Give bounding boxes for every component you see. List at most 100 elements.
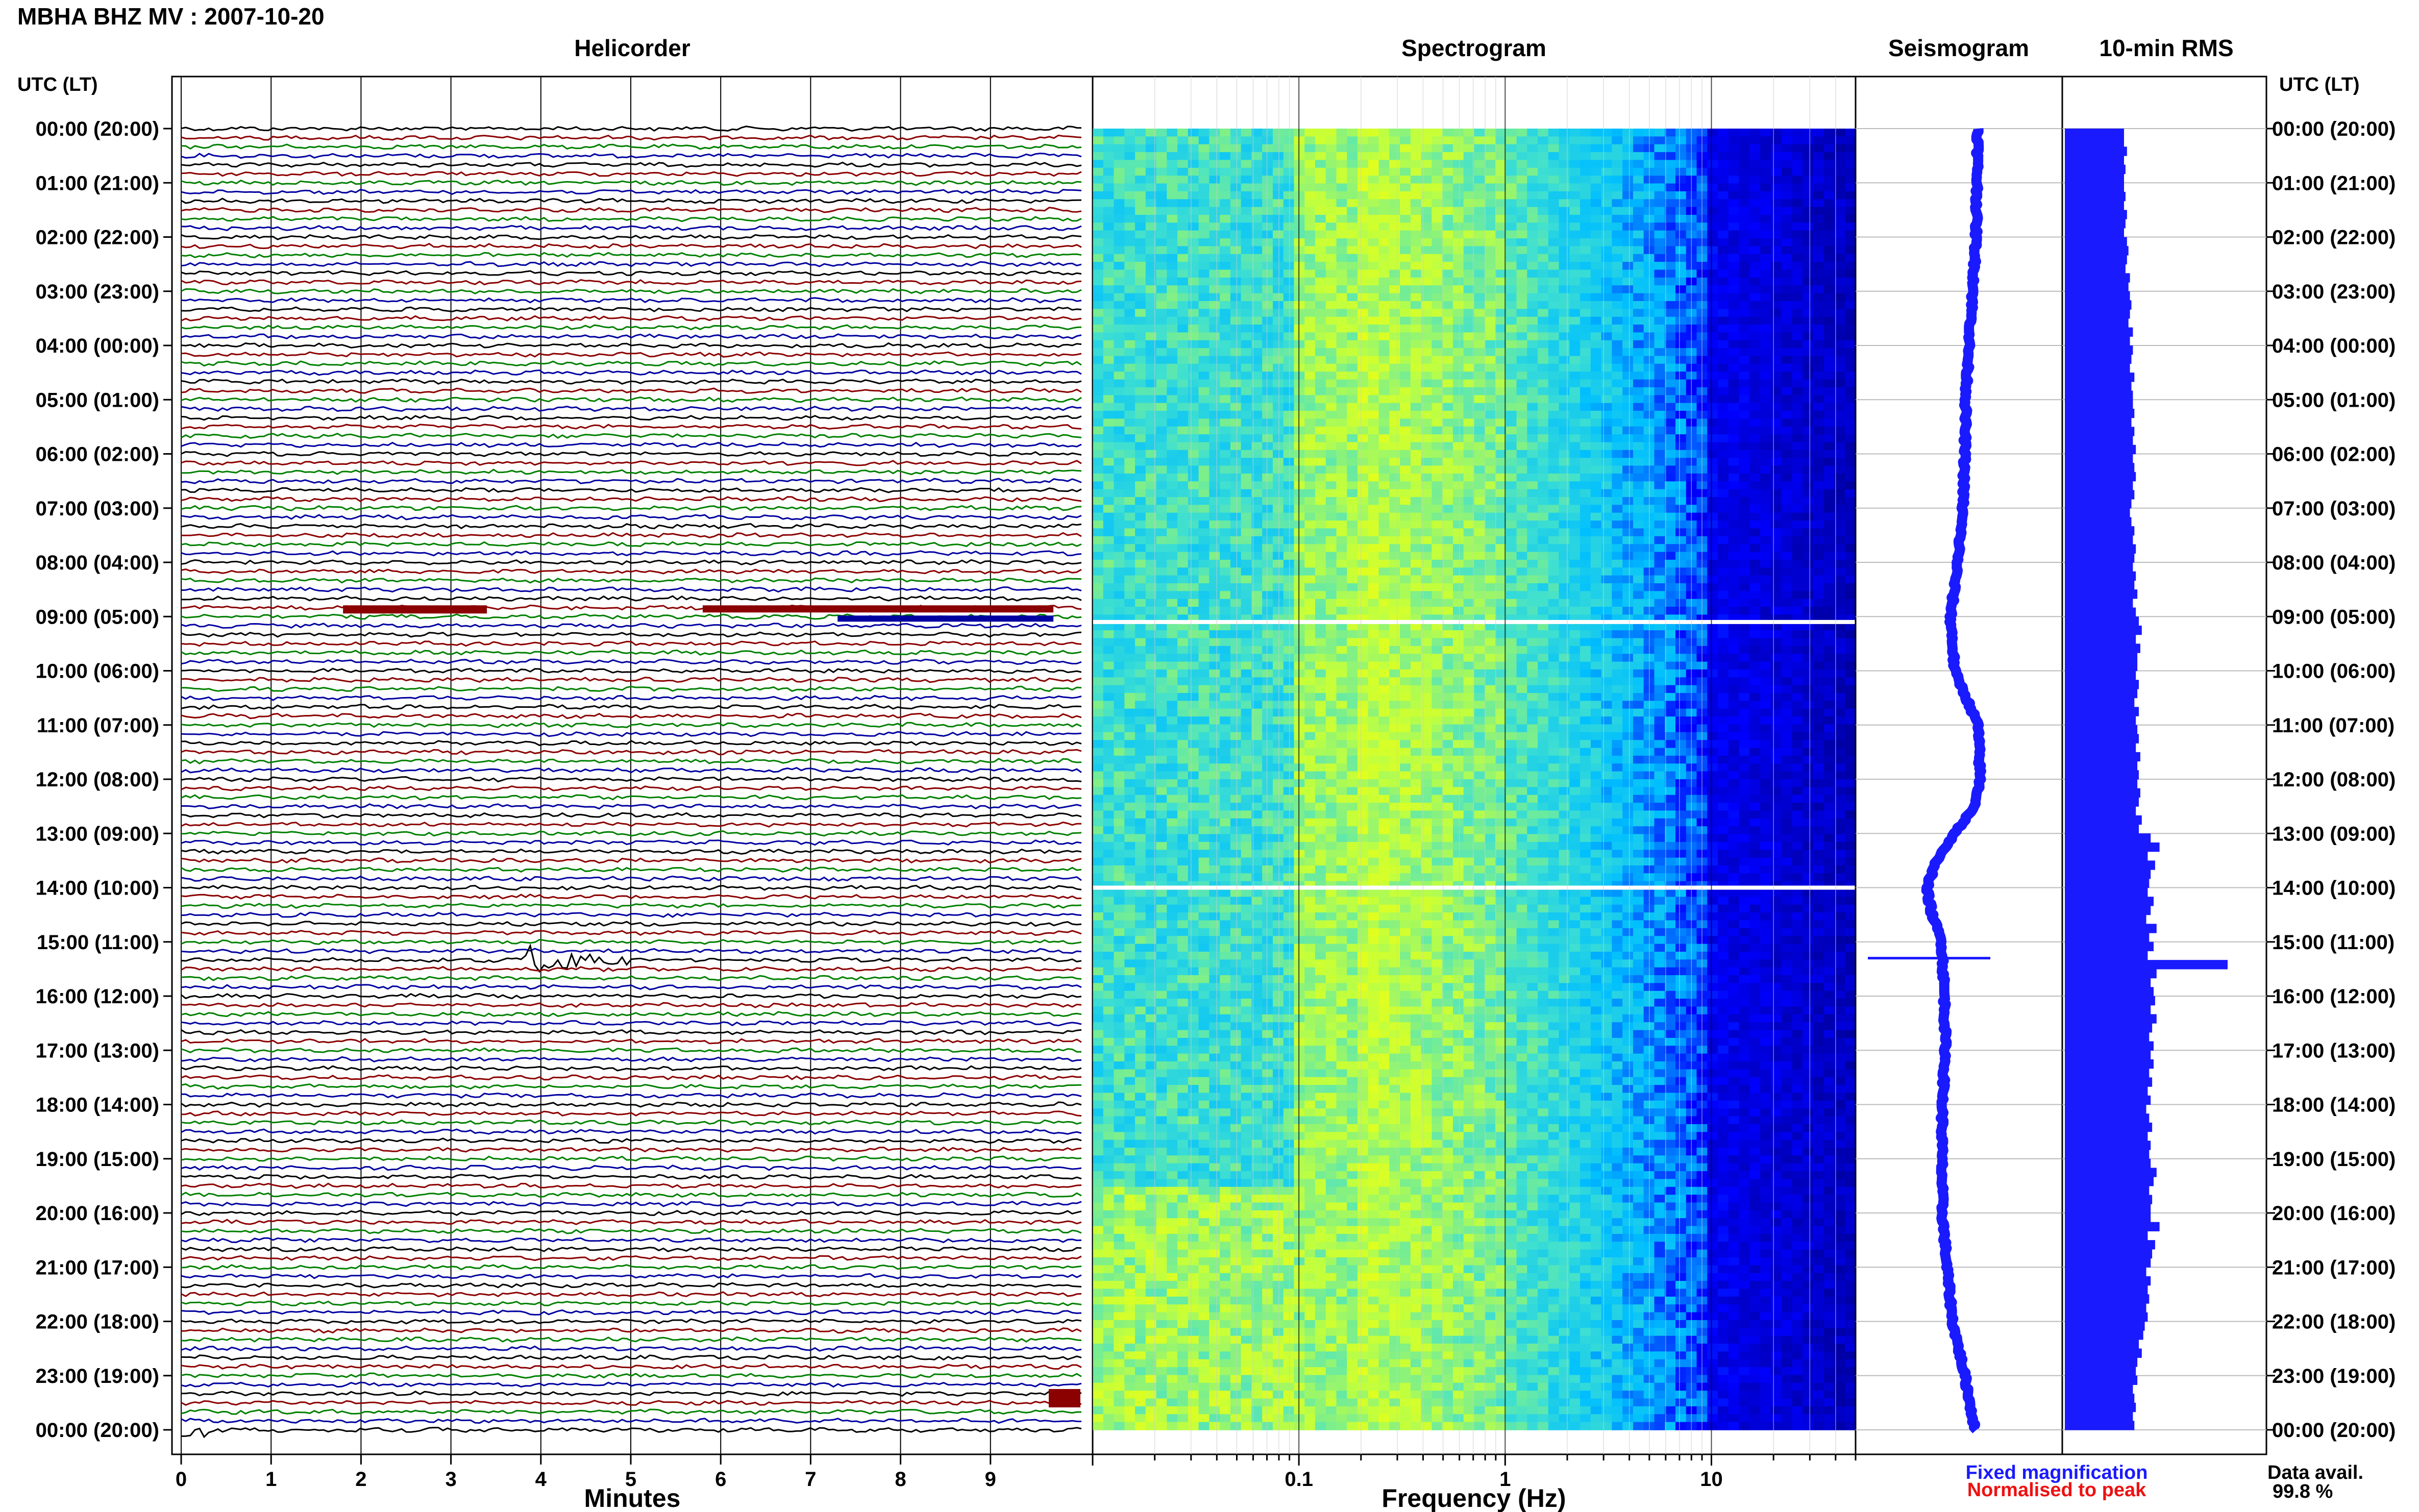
spectrogram-cell [1294, 325, 1305, 333]
spectrogram-cell [1368, 426, 1379, 435]
spectrogram-cell [1527, 207, 1538, 215]
spectrogram-cell [1654, 411, 1666, 419]
spectrogram-cell [1538, 520, 1549, 529]
spectrogram-cell [1495, 434, 1507, 443]
spectrogram-cell [1495, 316, 1507, 325]
spectrogram-cell [1474, 567, 1486, 576]
spectrogram-cell [1400, 167, 1411, 176]
spectrogram-cell [1569, 183, 1581, 192]
spectrogram-cell [1707, 285, 1718, 294]
spectrogram-cell [1156, 418, 1168, 427]
spectrogram-cell [1209, 356, 1220, 364]
spectrogram-cell [1135, 607, 1146, 615]
spectrogram-cell [1389, 238, 1400, 247]
spectrogram-cell [1156, 426, 1168, 435]
spectrogram-cell [1251, 176, 1263, 184]
spectrogram-cell [1739, 160, 1750, 168]
spectrogram-cell [1845, 528, 1856, 537]
spectrogram-cell [1389, 544, 1400, 553]
spectrogram-cell [1262, 325, 1273, 333]
spectrogram-cell [1241, 309, 1252, 317]
spectrogram-cell [1421, 356, 1433, 364]
spectrogram-cell [1167, 285, 1178, 294]
spectrogram-cell [1803, 505, 1814, 513]
spectrogram-cell [1230, 191, 1242, 200]
spectrogram-cell [1813, 450, 1824, 458]
spectrogram-cell [1357, 371, 1369, 380]
spectrogram-cell [1230, 348, 1242, 357]
spectrogram-cell [1516, 395, 1528, 404]
spectrogram-cell [1739, 505, 1750, 513]
spectrogram-cell [1400, 630, 1411, 639]
spectrogram-cell [1220, 575, 1231, 584]
spectrogram-cell [1421, 152, 1433, 161]
spectrogram-cell [1368, 152, 1379, 161]
spectrogram-cell [1612, 371, 1623, 380]
spectrogram-cell [1198, 622, 1210, 631]
spectrogram-cell [1792, 544, 1803, 553]
spectrogram-cell [1538, 387, 1549, 396]
spectrogram-cell [1336, 638, 1348, 647]
spectrogram-cell [1590, 379, 1602, 388]
spectrogram-cell [1315, 458, 1326, 466]
spectrogram-cell [1400, 348, 1411, 357]
spectrogram-cell [1294, 129, 1305, 137]
spectrogram-cell [1590, 269, 1602, 278]
spectrogram-cell [1548, 215, 1560, 224]
spectrogram-cell [1823, 411, 1835, 419]
spectrogram-cell [1601, 238, 1613, 247]
spectrogram-cell [1707, 442, 1718, 451]
spectrogram-cell [1410, 285, 1422, 294]
spectrogram-cell [1198, 418, 1210, 427]
spectrogram-cell [1336, 199, 1348, 208]
helicorder-trace [181, 1237, 1082, 1244]
spectrogram-cell [1135, 426, 1146, 435]
spectrogram-cell [1145, 544, 1157, 553]
spectrogram-cell [1675, 160, 1687, 168]
spectrogram-cell [1654, 622, 1666, 631]
spectrogram-cell [1538, 489, 1549, 498]
spectrogram-cell [1103, 559, 1115, 568]
spectrogram-cell [1145, 285, 1157, 294]
spectrogram-cell [1728, 411, 1740, 419]
spectrogram-cell [1145, 215, 1157, 224]
spectrogram-cell [1760, 152, 1771, 161]
spectrogram-cell [1230, 269, 1242, 278]
spectrogram-cell [1569, 152, 1581, 161]
spectrogram-cell [1580, 246, 1591, 255]
spectrogram-cell [1114, 599, 1125, 607]
spectrogram-cell [1114, 262, 1125, 270]
spectrogram-cell [1442, 622, 1453, 631]
helicorder-trace [181, 487, 1082, 493]
spectrogram-cell [1845, 340, 1856, 349]
spectrogram-cell [1718, 325, 1729, 333]
spectrogram-cell [1760, 238, 1771, 247]
spectrogram-cell [1548, 583, 1560, 592]
spectrogram-cell [1442, 363, 1453, 372]
spectrogram-cell [1378, 528, 1390, 537]
spectrogram-cell [1188, 356, 1199, 364]
spectrogram-cell [1516, 262, 1528, 270]
spectrogram-cell [1474, 160, 1486, 168]
spectrogram-cell [1612, 277, 1623, 286]
spectrogram-cell [1251, 363, 1263, 372]
spectrogram-cell [1718, 285, 1729, 294]
spectrogram-cell [1230, 607, 1242, 615]
spectrogram-cell [1336, 293, 1348, 302]
spectrogram-cell [1378, 309, 1390, 317]
spectrogram-cell [1145, 129, 1157, 137]
spectrogram-cell [1527, 528, 1538, 537]
spectrogram-cell [1781, 301, 1793, 310]
spectrogram-cell [1336, 387, 1348, 396]
spectrogram-cell [1103, 356, 1115, 364]
spectrogram-cell [1156, 207, 1168, 215]
spectrogram-cell [1410, 222, 1422, 231]
spectrogram-cell [1389, 520, 1400, 529]
spectrogram-cell [1845, 152, 1856, 161]
helicorder-trace [181, 948, 1082, 954]
spectrogram-cell [1378, 254, 1390, 262]
spectrogram-cell [1421, 176, 1433, 184]
spectrogram-cell [1612, 348, 1623, 357]
spectrogram-cell [1569, 246, 1581, 255]
spectrogram-cell [1410, 411, 1422, 419]
